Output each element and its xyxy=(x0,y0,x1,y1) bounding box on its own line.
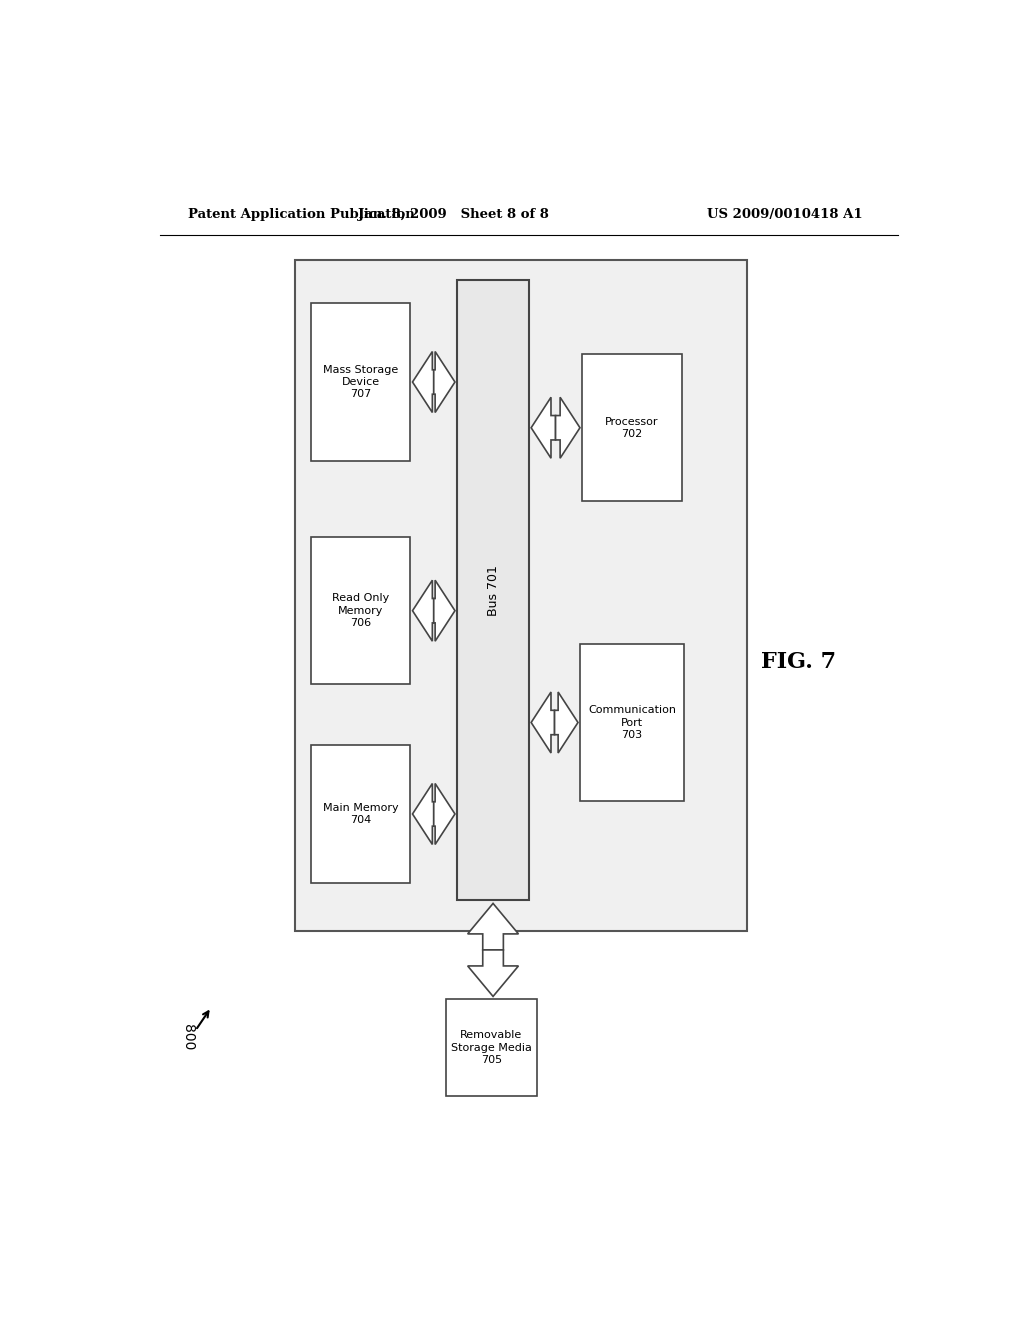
Text: Communication
Port
703: Communication Port 703 xyxy=(588,705,676,741)
Polygon shape xyxy=(531,397,556,458)
Text: Bus 701: Bus 701 xyxy=(486,565,500,616)
Bar xyxy=(445,999,538,1096)
Polygon shape xyxy=(555,692,578,752)
Polygon shape xyxy=(413,784,434,845)
Text: Read Only
Memory
706: Read Only Memory 706 xyxy=(332,593,389,628)
Text: Processor
702: Processor 702 xyxy=(605,417,658,440)
Text: 800: 800 xyxy=(180,1024,195,1051)
Polygon shape xyxy=(434,784,455,845)
Text: Patent Application Publication: Patent Application Publication xyxy=(187,207,415,220)
Bar xyxy=(458,280,528,900)
Bar xyxy=(295,260,748,931)
Bar xyxy=(311,746,411,883)
Text: FIG. 7: FIG. 7 xyxy=(761,651,837,672)
Bar xyxy=(581,644,684,801)
Bar xyxy=(583,354,682,502)
Polygon shape xyxy=(468,903,518,950)
Polygon shape xyxy=(531,692,555,752)
Text: Mass Storage
Device
707: Mass Storage Device 707 xyxy=(323,364,398,400)
Bar xyxy=(311,304,411,461)
Polygon shape xyxy=(434,581,455,642)
Polygon shape xyxy=(413,581,434,642)
Polygon shape xyxy=(434,351,455,412)
Polygon shape xyxy=(413,351,434,412)
Polygon shape xyxy=(468,950,518,997)
Text: US 2009/0010418 A1: US 2009/0010418 A1 xyxy=(708,207,863,220)
Bar xyxy=(311,537,411,684)
Text: Main Memory
704: Main Memory 704 xyxy=(323,803,398,825)
Text: Jan. 8, 2009   Sheet 8 of 8: Jan. 8, 2009 Sheet 8 of 8 xyxy=(358,207,549,220)
Text: Removable
Storage Media
705: Removable Storage Media 705 xyxy=(451,1031,531,1065)
Polygon shape xyxy=(556,397,580,458)
